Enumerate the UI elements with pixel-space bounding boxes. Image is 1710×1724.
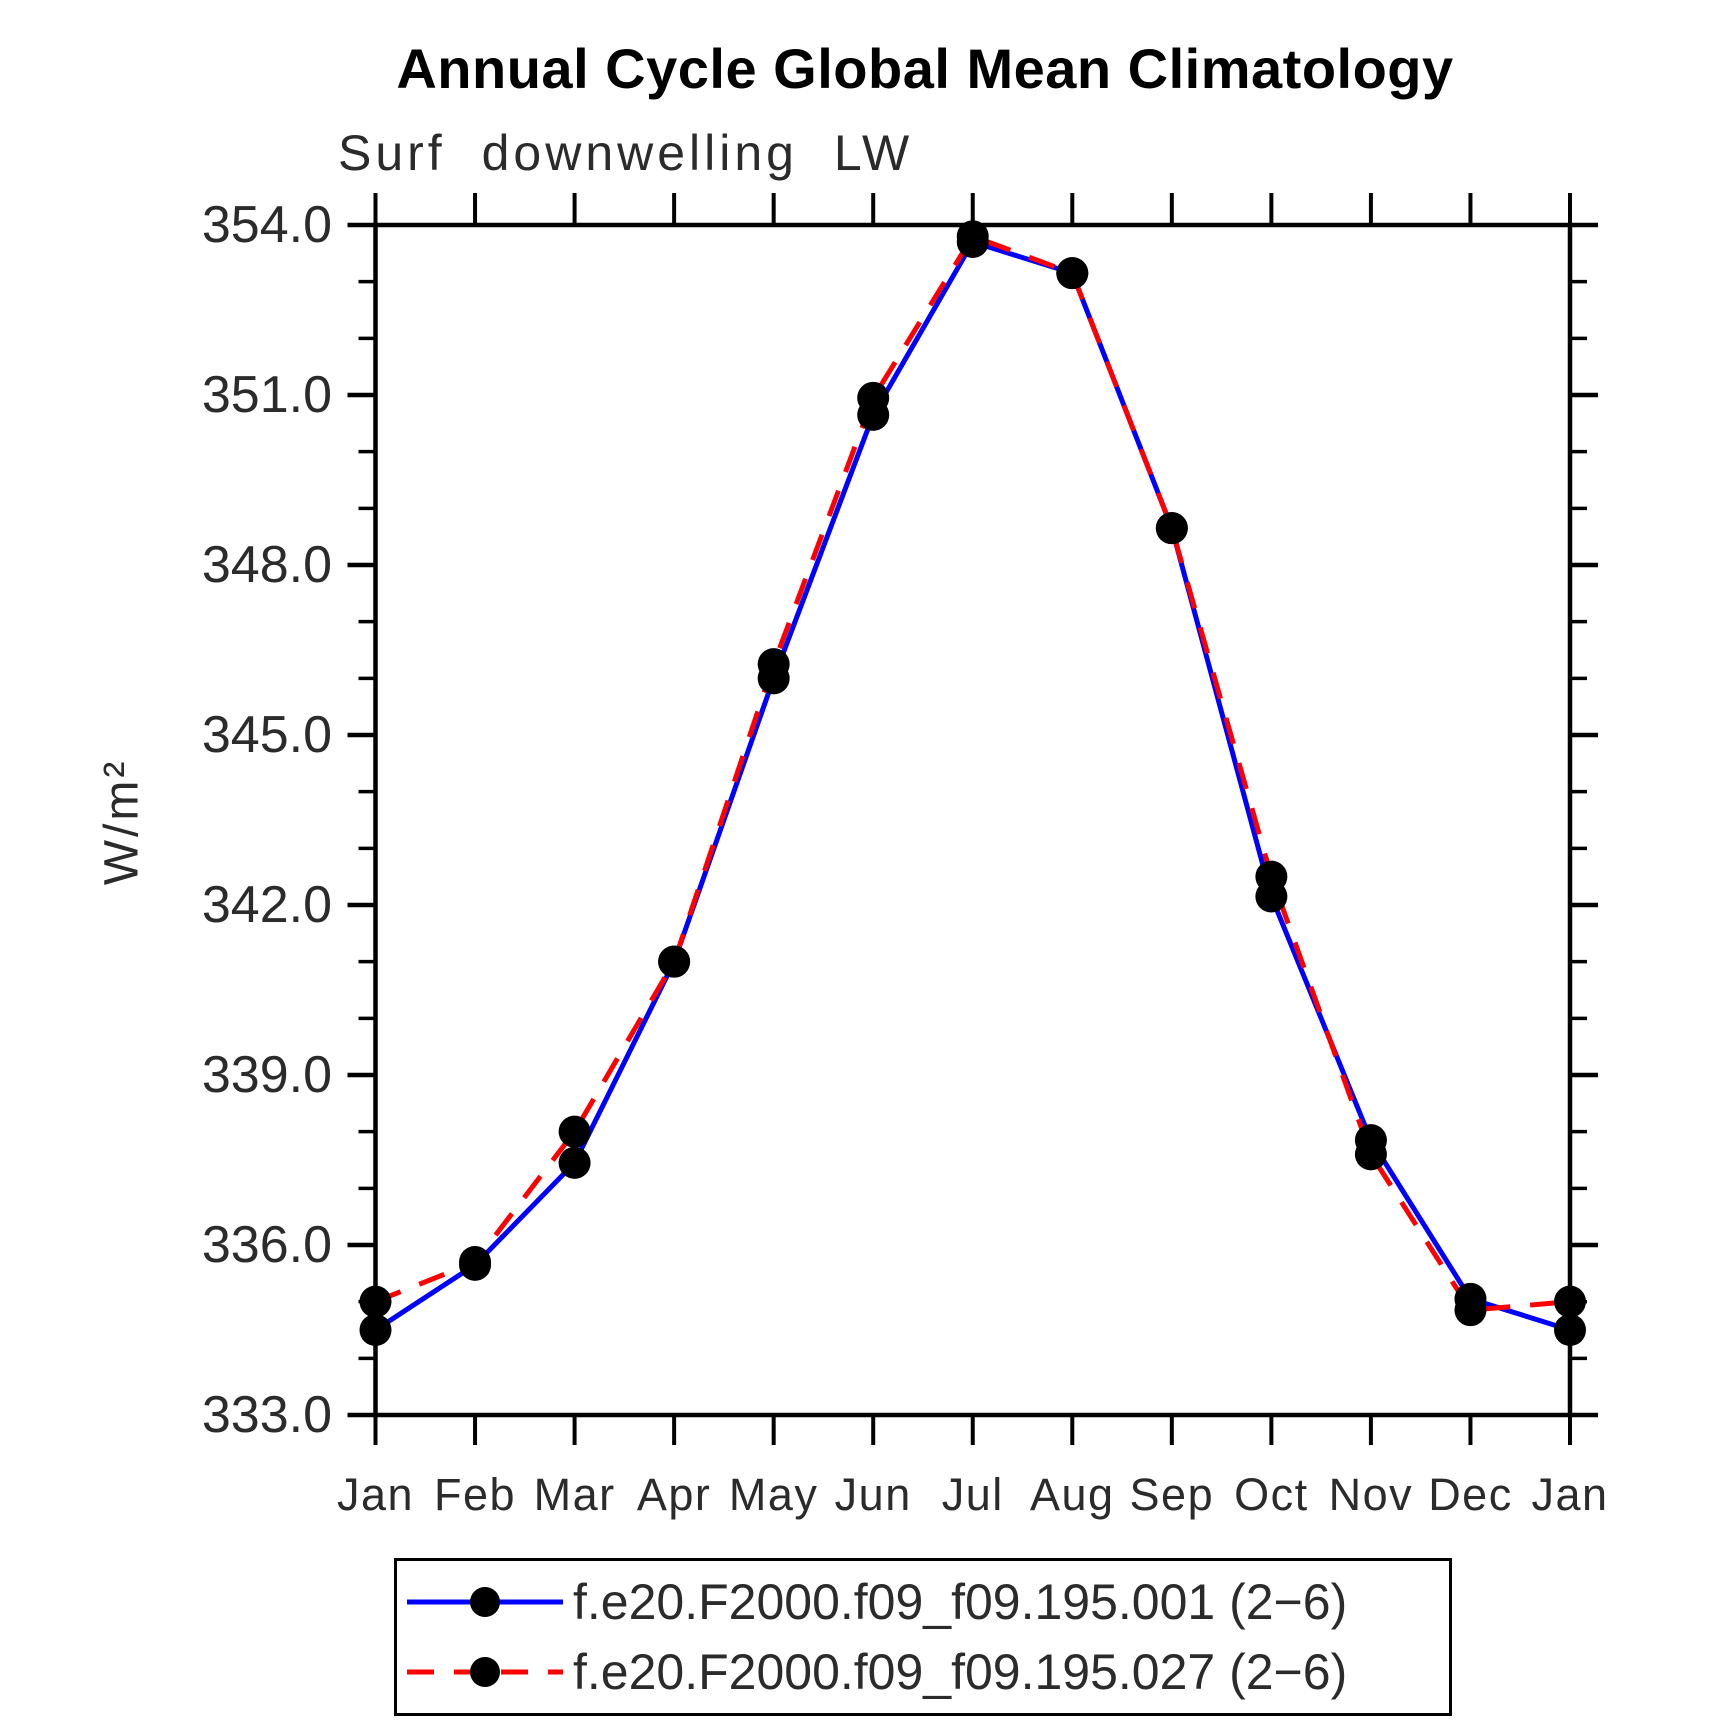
chart-title: Annual Cycle Global Mean Climatology [396,37,1454,100]
y-tick-label: 342.0 [202,876,332,934]
data-point [459,1246,492,1278]
data-point [359,1285,392,1318]
chart-subtitle: Surf downwelling LW [338,125,914,181]
data-point [1554,1314,1586,1346]
x-tick-label: Jun [835,1469,912,1520]
data-point [558,1146,591,1179]
y-tick-label: 333.0 [202,1386,332,1444]
y-tick-label: 351.0 [202,366,332,424]
series-line-1 [374,233,1571,1313]
legend-label-027: f.e20.F2000.f09_f09.195.027 (2−6) [573,1644,1348,1700]
x-tick-label: Aug [1030,1469,1115,1520]
series-line-0 [374,239,1571,1333]
x-tick-label: Nov [1329,1469,1414,1520]
legend-entry-027: f.e20.F2000.f09_f09.195.027 (2−6) [397,1641,1449,1703]
data-point [1554,1285,1586,1318]
x-tick-label: Apr [637,1469,712,1520]
plot-border [373,222,1573,1418]
legend-marker-icon [470,1587,500,1617]
data-point [359,1314,392,1346]
x-tick-label: Oct [1234,1469,1309,1520]
data-point [558,1115,591,1148]
x-tick-label: Jan [1531,1469,1608,1520]
y-tick-label: 339.0 [202,1046,332,1104]
x-tick-label: Jul [942,1469,1004,1520]
legend-entry-001: f.e20.F2000.f09_f09.195.001 (2−6) [397,1571,1449,1633]
y-tick-label: 336.0 [202,1216,332,1274]
data-point [658,945,691,978]
data-point [1354,1138,1387,1171]
legend: f.e20.F2000.f09_f09.195.001 (2−6) f.e20.… [394,1558,1452,1716]
x-tick-label: Dec [1428,1469,1513,1520]
data-point [956,220,989,253]
legend-line-solid-icon [407,1587,563,1617]
legend-marker-icon [470,1657,500,1687]
data-point [1255,860,1288,893]
x-tick-label: Sep [1130,1469,1215,1520]
x-tick-label: May [729,1469,819,1520]
x-tick-label: Jan [337,1469,414,1520]
y-tick-label: 345.0 [202,706,332,764]
x-tick-label: Feb [434,1469,516,1520]
x-tick-label: Mar [534,1469,616,1520]
data-point [1056,257,1089,290]
data-point [1155,512,1188,545]
data-point [757,648,790,681]
y-tick-label: 348.0 [202,536,332,594]
data-point [1454,1294,1487,1327]
legend-label-001: f.e20.F2000.f09_f09.195.001 (2−6) [573,1574,1348,1630]
legend-line-dashed-icon [407,1657,563,1687]
y-tick-label: 354.0 [202,196,332,254]
data-point [857,381,890,414]
